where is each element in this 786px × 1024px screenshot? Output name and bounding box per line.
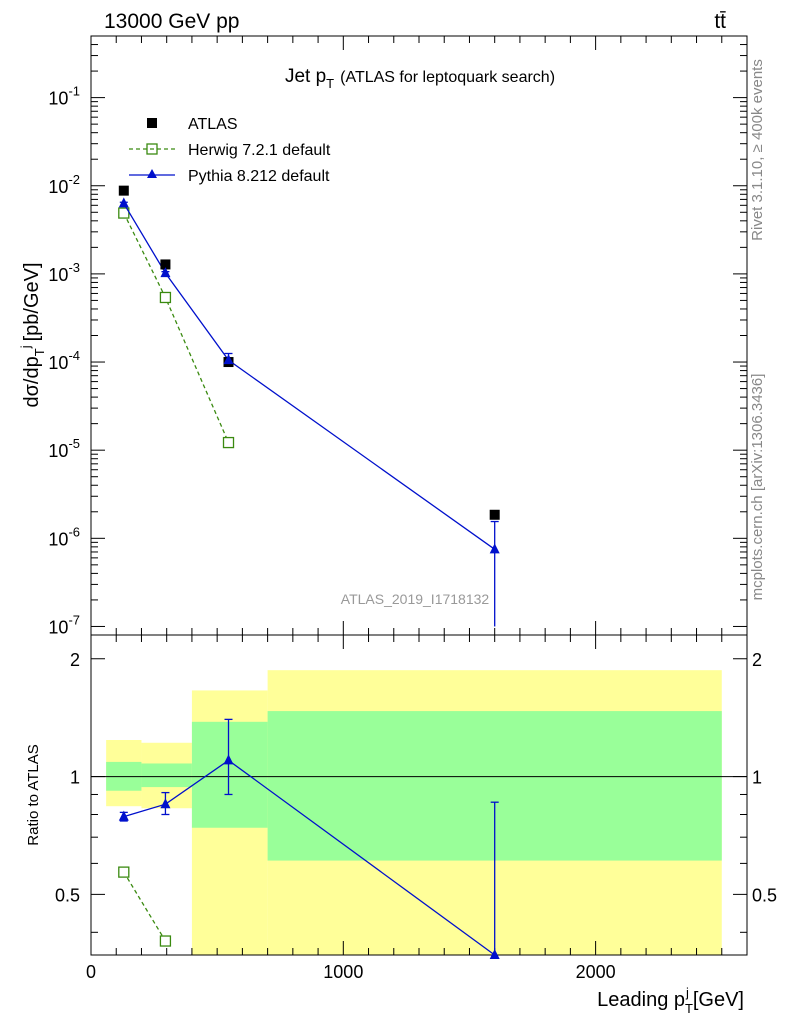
legend: ATLAS Herwig 7.2.1 default Pythia 8.212 … [129,116,331,185]
atlas-point [489,509,500,520]
ratio-tick-label-right: 2 [752,650,762,670]
ratio-y-label: Ratio to ATLAS [25,744,42,845]
pythia-point [489,543,500,554]
rivet-label: Rivet 3.1.10, ≥ 400k events [749,59,766,241]
ratio-tick-label-left: 2 [70,650,80,670]
y-tick-label: 10-2 [48,172,80,197]
watermark: ATLAS_2019_I1718132 [341,591,490,607]
pythia-ratio-point [223,754,234,765]
x-axis-label: Leading pTj [GeV] [597,985,744,1016]
pythia-point [118,197,129,208]
mcplots-label: mcplots.cern.ch [arXiv:1306.3436] [749,374,766,601]
x-tick-label: 1000 [323,962,363,982]
plot-title: Jet pT (ATLAS for leptoquark search) [285,66,555,91]
ratio-tick-label-right: 0.5 [752,885,777,905]
ratio-band-inner [141,763,192,788]
main-series-layer [118,185,500,627]
ratio-tick-label-right: 1 [752,768,762,788]
energy-label: 13000 GeV pp [104,10,239,33]
pythia-ratio-point [489,949,500,959]
y-tick-label: 10-7 [48,612,80,637]
y-tick-label: 10-3 [48,260,80,285]
y-tick-label: 10-5 [48,436,80,461]
pythia-ratio-line [123,759,496,956]
y-tick-label: 10-1 [48,84,80,109]
legend-pythia-label: Pythia 8.212 default [188,168,330,185]
y-tick-label: 10-6 [48,524,80,549]
legend-atlas-label: ATLAS [188,116,238,133]
pythia-line [123,203,496,550]
atlas-point [118,185,129,196]
legend-atlas-marker [147,118,157,128]
main-plot: 10-7 10-6 10-5 10-4 10-3 10-2 10-1 Jet pT (ATLA… [48,35,748,637]
herwig-point [159,291,172,304]
y-axis-label: dσ/dpTj[pb/GeV] [18,262,47,407]
ratio-plot: 0.5 0.5 1 1 2 2 0 1000 2000 [55,634,777,982]
herwig-ratio-line [123,871,166,942]
ratio-bands-layer [91,670,747,955]
ratio-axis-ticks: 0.5 0.5 1 1 2 2 0 1000 2000 [55,635,777,982]
legend-herwig-label: Herwig 7.2.1 default [188,142,331,159]
process-label: tt̄ [714,10,726,33]
herwig-line [123,212,230,443]
pythia-ratio-point [118,810,129,821]
plot-title-main: Jet p [285,66,326,87]
ratio-band-inner [191,721,268,828]
y-tick-label: 10-4 [48,348,80,373]
legend-herwig-marker [146,143,158,155]
legend-pythia-marker [147,169,157,178]
plot-title-rest: (ATLAS for leptoquark search) [340,69,555,86]
herwig-point [222,436,235,449]
herwig-ratio-point [118,866,130,878]
main-axis-ticks: 10-7 10-6 10-5 10-4 10-3 10-2 10-1 [48,35,748,637]
pythia-point [160,267,171,278]
pythia-point [223,354,234,365]
atlas-point [160,259,171,270]
x-tick-label: 0 [86,962,96,982]
herwig-ratio-point [159,935,172,947]
ratio-tick-label-left: 0.5 [55,885,80,905]
pythia-ratio-point [160,798,171,809]
ratio-tick-label-left: 1 [70,768,80,788]
ratio-series-layer [118,718,500,959]
plot-title-sub: T [326,76,334,91]
x-tick-label: 2000 [576,962,616,982]
